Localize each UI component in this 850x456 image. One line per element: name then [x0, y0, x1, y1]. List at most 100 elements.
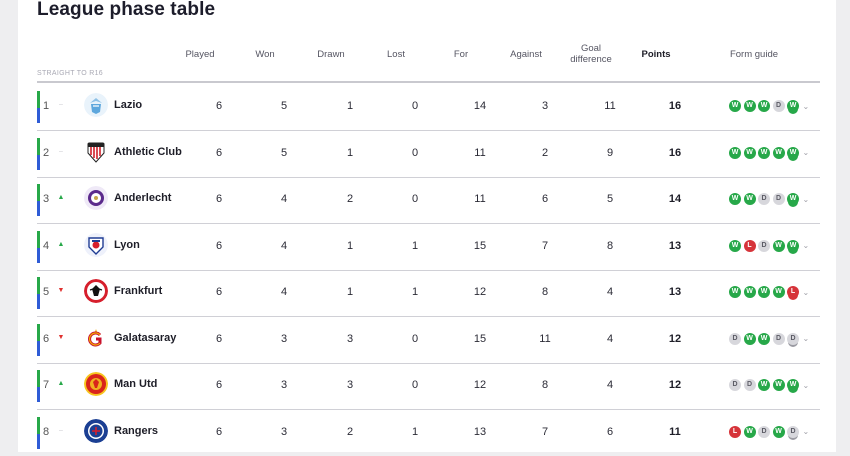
- points-cell: 16: [668, 100, 682, 112]
- chevron-down-icon[interactable]: ⌄: [802, 101, 810, 111]
- drawn-cell: 2: [346, 425, 354, 438]
- form-result-draw: D: [729, 332, 741, 345]
- position: 4: [43, 239, 50, 252]
- playoff-bar: [37, 108, 40, 123]
- goals-for-cell: 11: [474, 146, 486, 159]
- form-result-win: W: [758, 100, 770, 112]
- league-table-card: League phase table Played Won Drawn Lost…: [18, 0, 836, 452]
- movement-up-icon: ▲: [57, 240, 65, 248]
- goals-against-cell: 7: [541, 239, 549, 252]
- goals-for-cell: 15: [473, 332, 487, 345]
- team-name[interactable]: Frankfurt: [114, 285, 163, 297]
- played-cell: 6: [215, 193, 223, 205]
- team-name[interactable]: Athletic Club: [114, 145, 182, 158]
- points-cell: 12: [668, 332, 682, 345]
- form-result-win: W: [787, 239, 799, 252]
- row-divider: [37, 130, 820, 131]
- chevron-down-icon[interactable]: ⌄: [802, 148, 810, 157]
- qualification-bar: [37, 370, 40, 387]
- form-result-win: W: [787, 379, 799, 391]
- form-result-win: W: [743, 193, 756, 205]
- form-result-win: W: [772, 379, 785, 391]
- goal-difference-cell: 9: [606, 146, 614, 159]
- qualification-bar: [37, 323, 40, 341]
- won-cell: 3: [280, 332, 288, 345]
- team-name[interactable]: Lyon: [114, 238, 140, 251]
- header-played: Played: [185, 48, 215, 60]
- goal-difference-cell: 5: [606, 193, 614, 205]
- playoff-bar: [37, 247, 40, 263]
- goal-difference-cell: 4: [606, 332, 614, 345]
- chevron-down-icon[interactable]: ⌄: [802, 241, 810, 250]
- chevron-down-icon[interactable]: ⌄: [802, 287, 810, 297]
- form-guide: W W D D W ⌄: [729, 192, 813, 206]
- header-drawn: Drawn: [317, 48, 345, 60]
- header-won: Won: [255, 48, 275, 60]
- won-cell: 4: [280, 193, 288, 205]
- lost-cell: 1: [411, 239, 419, 252]
- row-divider: [37, 316, 820, 317]
- points-cell: 13: [668, 239, 682, 252]
- qualification-bar: [37, 230, 40, 248]
- form-guide: W W W W L ⌄: [729, 285, 813, 299]
- won-cell: 4: [280, 239, 288, 252]
- goals-against-cell: 6: [541, 193, 549, 205]
- row-divider: [37, 409, 820, 410]
- qualification-bar: [37, 416, 40, 434]
- goal-difference-cell: 4: [606, 379, 614, 391]
- team-name[interactable]: Rangers: [114, 424, 159, 437]
- table-row[interactable]: 4 ▲ Lyon 6 4 1 1 15 7 8 13 W L D W W ⌄: [37, 224, 820, 270]
- position: 5: [43, 286, 50, 298]
- movement-up-icon: ▲: [57, 380, 65, 387]
- position: 1: [43, 100, 50, 112]
- table-row[interactable]: 6 ▼ Galatasaray 6 3 3 0 15 11 4 12 D W W D D ⌄: [37, 317, 820, 363]
- drawn-cell: 1: [346, 286, 354, 298]
- goals-against-cell: 2: [541, 146, 549, 159]
- table-row[interactable]: 1– Lazio 6 5 1 0 14 3 11 16 W W W D W ⌄: [37, 84, 820, 130]
- team-name[interactable]: Man Utd: [114, 378, 158, 390]
- form-result-win: W: [729, 286, 741, 298]
- table-row[interactable]: 7 ▲ Man Utd 6 3 3 0 12 8 4 12 D D W W W ⌄: [37, 363, 820, 409]
- page-title: League phase table: [37, 0, 216, 20]
- chevron-down-icon[interactable]: ⌄: [802, 427, 810, 436]
- team-name[interactable]: Lazio: [114, 99, 143, 111]
- table-row[interactable]: 2– Athletic Club 6 5 1 0 11 2 9 16 W W W W W ⌄: [37, 131, 820, 177]
- chevron-down-icon[interactable]: ⌄: [802, 380, 810, 390]
- chevron-down-icon[interactable]: ⌄: [802, 334, 810, 343]
- form-result-win: W: [729, 100, 741, 112]
- form-result-win: W: [758, 286, 770, 298]
- form-result-win: W: [743, 332, 756, 345]
- movement-same-icon: –: [59, 426, 63, 434]
- form-result-draw: D: [772, 332, 785, 345]
- table-row[interactable]: 8– Rangers 6 3 2 1 13 7 6 11 L W D W D ⌄: [37, 410, 820, 456]
- form-result-win: W: [758, 146, 770, 159]
- form-result-win: W: [729, 146, 741, 159]
- drawn-cell: 3: [346, 379, 354, 391]
- form-guide: W W W D W ⌄: [729, 99, 813, 113]
- goals-for-cell: 12: [473, 286, 487, 298]
- header-for: For: [453, 48, 469, 60]
- form-result-win: W: [758, 379, 770, 391]
- goals-against-cell: 8: [541, 379, 549, 391]
- goal-difference-cell: 4: [606, 286, 614, 298]
- goals-for-cell: 14: [473, 100, 487, 112]
- form-result-win: W: [729, 239, 741, 252]
- form-result-win: W: [787, 193, 799, 205]
- form-result-draw: D: [758, 193, 770, 205]
- team-name[interactable]: Galatasaray: [114, 331, 177, 344]
- chevron-down-icon[interactable]: ⌄: [802, 194, 810, 204]
- won-cell: 4: [280, 286, 288, 298]
- form-guide: D W W D D ⌄: [729, 332, 813, 346]
- form-result-draw: D: [729, 379, 741, 391]
- qualification-bar: [37, 277, 40, 294]
- team-name[interactable]: Anderlecht: [114, 192, 172, 204]
- table-row[interactable]: 5 ▼ Frankfurt 6 4 1 1 12 8 4 13 W W W W L ⌄: [37, 270, 820, 316]
- won-cell: 5: [280, 146, 288, 159]
- form-result-draw: D: [743, 379, 756, 391]
- playoff-bar: [37, 433, 40, 449]
- qualification-bar: [37, 137, 40, 155]
- position: 7: [43, 379, 50, 391]
- form-result-win: W: [772, 286, 785, 298]
- goal-difference-cell: 8: [606, 239, 614, 252]
- table-row[interactable]: 3 ▲ Anderlecht 6 4 2 0 11 6 5 14 W W D D W ⌄: [37, 177, 820, 223]
